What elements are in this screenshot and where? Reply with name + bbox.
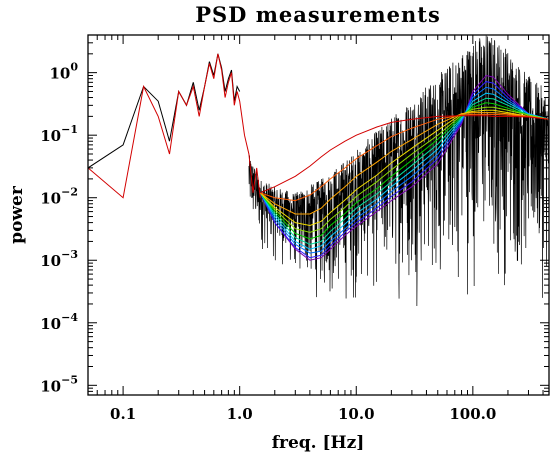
measured-psd-lowfreq-line — [88, 53, 241, 169]
model-fit-line-11 — [260, 115, 549, 194]
measured-psd-layer — [88, 35, 549, 306]
model-fit-lowfreq-line — [88, 53, 261, 199]
measured-psd-noise-line — [248, 35, 549, 306]
model-fits-layer — [88, 53, 549, 261]
model-fit-line-1 — [259, 74, 549, 261]
y-axis-label: power — [7, 185, 27, 244]
y-tick-label: 10−5 — [40, 373, 78, 395]
axis-ticks — [87, 34, 549, 396]
model-fit-line-9 — [259, 112, 549, 215]
y-tick-label: 10−4 — [40, 311, 78, 333]
y-tick-labels: 100 10−1 10−2 10−3 10−4 10−5 — [40, 61, 78, 396]
y-tick-label: 10−1 — [40, 123, 78, 145]
model-fit-line-6 — [259, 102, 549, 240]
y-tick-label: 10−3 — [40, 248, 78, 270]
x-axis-label: freq. [Hz] — [272, 433, 365, 453]
model-fit-line-2 — [259, 81, 549, 259]
plot-area — [88, 35, 549, 306]
x-tick-label: 100.0 — [449, 405, 496, 423]
model-fit-line-5 — [259, 97, 549, 245]
y-tick-label: 100 — [49, 61, 78, 83]
model-fit-line-4 — [259, 92, 549, 250]
x-tick-label: 1.0 — [227, 405, 253, 423]
chart-title: PSD measurements — [195, 2, 441, 27]
model-fit-line-10 — [260, 113, 549, 202]
x-tick-label: 10.0 — [338, 405, 375, 423]
model-fit-line-7 — [259, 106, 549, 233]
model-fit-line-3 — [259, 86, 549, 254]
plot-frame — [87, 34, 550, 396]
y-tick-label: 10−2 — [40, 186, 78, 208]
x-tick-labels: 0.1 1.0 10.0 100.0 — [110, 405, 496, 423]
model-fit-line-8 — [259, 109, 549, 227]
x-tick-label: 0.1 — [110, 405, 136, 423]
